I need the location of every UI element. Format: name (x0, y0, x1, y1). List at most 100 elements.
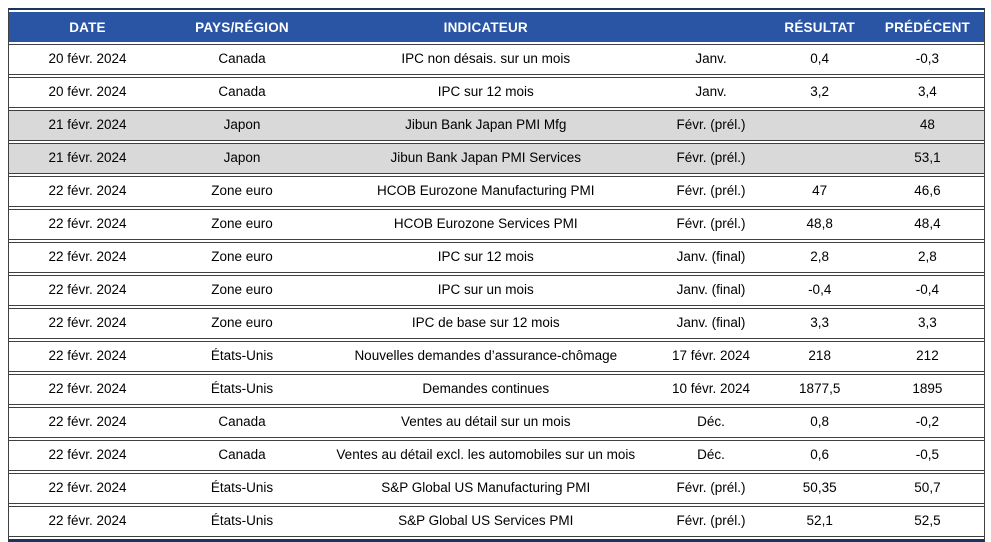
cell-date: 20 févr. 2024 (9, 77, 166, 108)
cell-date: 21 févr. 2024 (9, 110, 166, 141)
cell-result: 2,8 (768, 242, 871, 273)
cell-period: Déc. (653, 440, 769, 471)
cell-date: 22 févr. 2024 (9, 473, 166, 504)
column-header-result: RÉSULTAT (768, 12, 871, 42)
cell-region: Zone euro (165, 209, 319, 240)
cell-previous: 212 (870, 341, 984, 372)
cell-region: Zone euro (165, 242, 319, 273)
cell-period: 10 févr. 2024 (653, 374, 769, 405)
cell-result: -0,4 (768, 275, 871, 306)
table-row: 22 févr. 2024 États-Unis Nouvelles demande… (9, 341, 984, 372)
column-header-date: DATE (9, 12, 166, 42)
cell-period: Févr. (prél.) (653, 110, 769, 141)
cell-result: 3,3 (768, 308, 871, 339)
column-header-region: PAYS/RÉGION (165, 12, 319, 42)
cell-indicator: IPC non désais. sur un mois (318, 44, 654, 75)
cell-indicator: Jibun Bank Japan PMI Mfg (318, 110, 654, 141)
cell-date: 21 févr. 2024 (9, 143, 166, 174)
cell-result: 0,6 (768, 440, 871, 471)
column-header-previous: PRÉDÉCENT (870, 12, 984, 42)
cell-indicator: IPC de base sur 12 mois (318, 308, 654, 339)
cell-date: 22 févr. 2024 (9, 440, 166, 471)
cell-period: Févr. (prél.) (653, 506, 769, 537)
cell-region: Zone euro (165, 176, 319, 207)
table-body: 20 févr. 2024 Canada IPC non désais. sur u… (9, 44, 984, 537)
table-row: 20 févr. 2024 Canada IPC non désais. sur u… (9, 44, 984, 75)
cell-indicator: HCOB Eurozone Manufacturing PMI (318, 176, 654, 207)
cell-period: Févr. (prél.) (653, 143, 769, 174)
cell-period: Janv. (final) (653, 308, 769, 339)
cell-region: États-Unis (165, 506, 319, 537)
cell-period: Févr. (prél.) (653, 209, 769, 240)
cell-previous: 50,7 (870, 473, 984, 504)
cell-period: Janv. (final) (653, 275, 769, 306)
cell-region: Japon (165, 110, 319, 141)
economic-calendar-table: DATE PAYS/RÉGION INDICATEUR RÉSULTAT PRÉDÉCE… (9, 10, 984, 539)
cell-result: 48,8 (768, 209, 871, 240)
table-row: 22 févr. 2024 Zone euro IPC sur un mois Jan… (9, 275, 984, 306)
cell-date: 22 févr. 2024 (9, 275, 166, 306)
cell-result: 50,35 (768, 473, 871, 504)
cell-result: 0,4 (768, 44, 871, 75)
table-row: 22 févr. 2024 Zone euro IPC sur 12 mois Jan… (9, 242, 984, 273)
cell-previous: 48 (870, 110, 984, 141)
cell-region: États-Unis (165, 374, 319, 405)
cell-previous: -0,3 (870, 44, 984, 75)
cell-date: 22 févr. 2024 (9, 506, 166, 537)
cell-indicator: S&P Global US Manufacturing PMI (318, 473, 654, 504)
column-header-period (653, 12, 769, 42)
cell-result: 0,8 (768, 407, 871, 438)
cell-previous: -0,2 (870, 407, 984, 438)
cell-previous: 46,6 (870, 176, 984, 207)
cell-previous: 3,4 (870, 77, 984, 108)
cell-previous: 3,3 (870, 308, 984, 339)
cell-period: Févr. (prél.) (653, 473, 769, 504)
cell-period: Févr. (prél.) (653, 176, 769, 207)
header-row: DATE PAYS/RÉGION INDICATEUR RÉSULTAT PRÉDÉCE… (9, 12, 984, 42)
economic-calendar-frame: DATE PAYS/RÉGION INDICATEUR RÉSULTAT PRÉDÉCE… (8, 8, 985, 542)
cell-date: 22 févr. 2024 (9, 374, 166, 405)
cell-region: Zone euro (165, 275, 319, 306)
cell-region: Canada (165, 77, 319, 108)
table-header: DATE PAYS/RÉGION INDICATEUR RÉSULTAT PRÉDÉCE… (9, 12, 984, 42)
table-row: 21 févr. 2024 Japon Jibun Bank Japan PMI M… (9, 110, 984, 141)
cell-region: Canada (165, 407, 319, 438)
cell-result (768, 110, 871, 141)
cell-date: 20 févr. 2024 (9, 44, 166, 75)
cell-indicator: IPC sur 12 mois (318, 77, 654, 108)
cell-previous: 48,4 (870, 209, 984, 240)
cell-previous: 1895 (870, 374, 984, 405)
table-row: 20 févr. 2024 Canada IPC sur 12 mois Janv. 3… (9, 77, 984, 108)
cell-indicator: Demandes continues (318, 374, 654, 405)
cell-date: 22 févr. 2024 (9, 176, 166, 207)
column-header-indicator: INDICATEUR (318, 12, 654, 42)
cell-indicator: Jibun Bank Japan PMI Services (318, 143, 654, 174)
table-row: 22 févr. 2024 Canada Ventes au détail excl… (9, 440, 984, 471)
cell-indicator: S&P Global US Services PMI (318, 506, 654, 537)
cell-date: 22 févr. 2024 (9, 242, 166, 273)
cell-result: 218 (768, 341, 871, 372)
cell-period: 17 févr. 2024 (653, 341, 769, 372)
cell-previous: -0,5 (870, 440, 984, 471)
cell-date: 22 févr. 2024 (9, 341, 166, 372)
cell-indicator: Ventes au détail excl. les automobiles s… (318, 440, 654, 471)
cell-period: Janv. (final) (653, 242, 769, 273)
cell-period: Janv. (653, 44, 769, 75)
cell-period: Déc. (653, 407, 769, 438)
cell-result: 3,2 (768, 77, 871, 108)
cell-region: Zone euro (165, 308, 319, 339)
cell-region: Canada (165, 44, 319, 75)
cell-indicator: Ventes au détail sur un mois (318, 407, 654, 438)
cell-region: Japon (165, 143, 319, 174)
table-row: 22 févr. 2024 États-Unis S&P Global US Ser… (9, 506, 984, 537)
table-row: 22 févr. 2024 États-Unis S&P Global US Man… (9, 473, 984, 504)
cell-previous: -0,4 (870, 275, 984, 306)
table-row: 22 févr. 2024 États-Unis Demandes continue… (9, 374, 984, 405)
table-row: 22 févr. 2024 Zone euro IPC de base sur 12… (9, 308, 984, 339)
cell-date: 22 févr. 2024 (9, 407, 166, 438)
cell-indicator: Nouvelles demandes d’assurance-chômage (318, 341, 654, 372)
cell-region: Canada (165, 440, 319, 471)
cell-indicator: IPC sur un mois (318, 275, 654, 306)
cell-date: 22 févr. 2024 (9, 308, 166, 339)
cell-previous: 53,1 (870, 143, 984, 174)
